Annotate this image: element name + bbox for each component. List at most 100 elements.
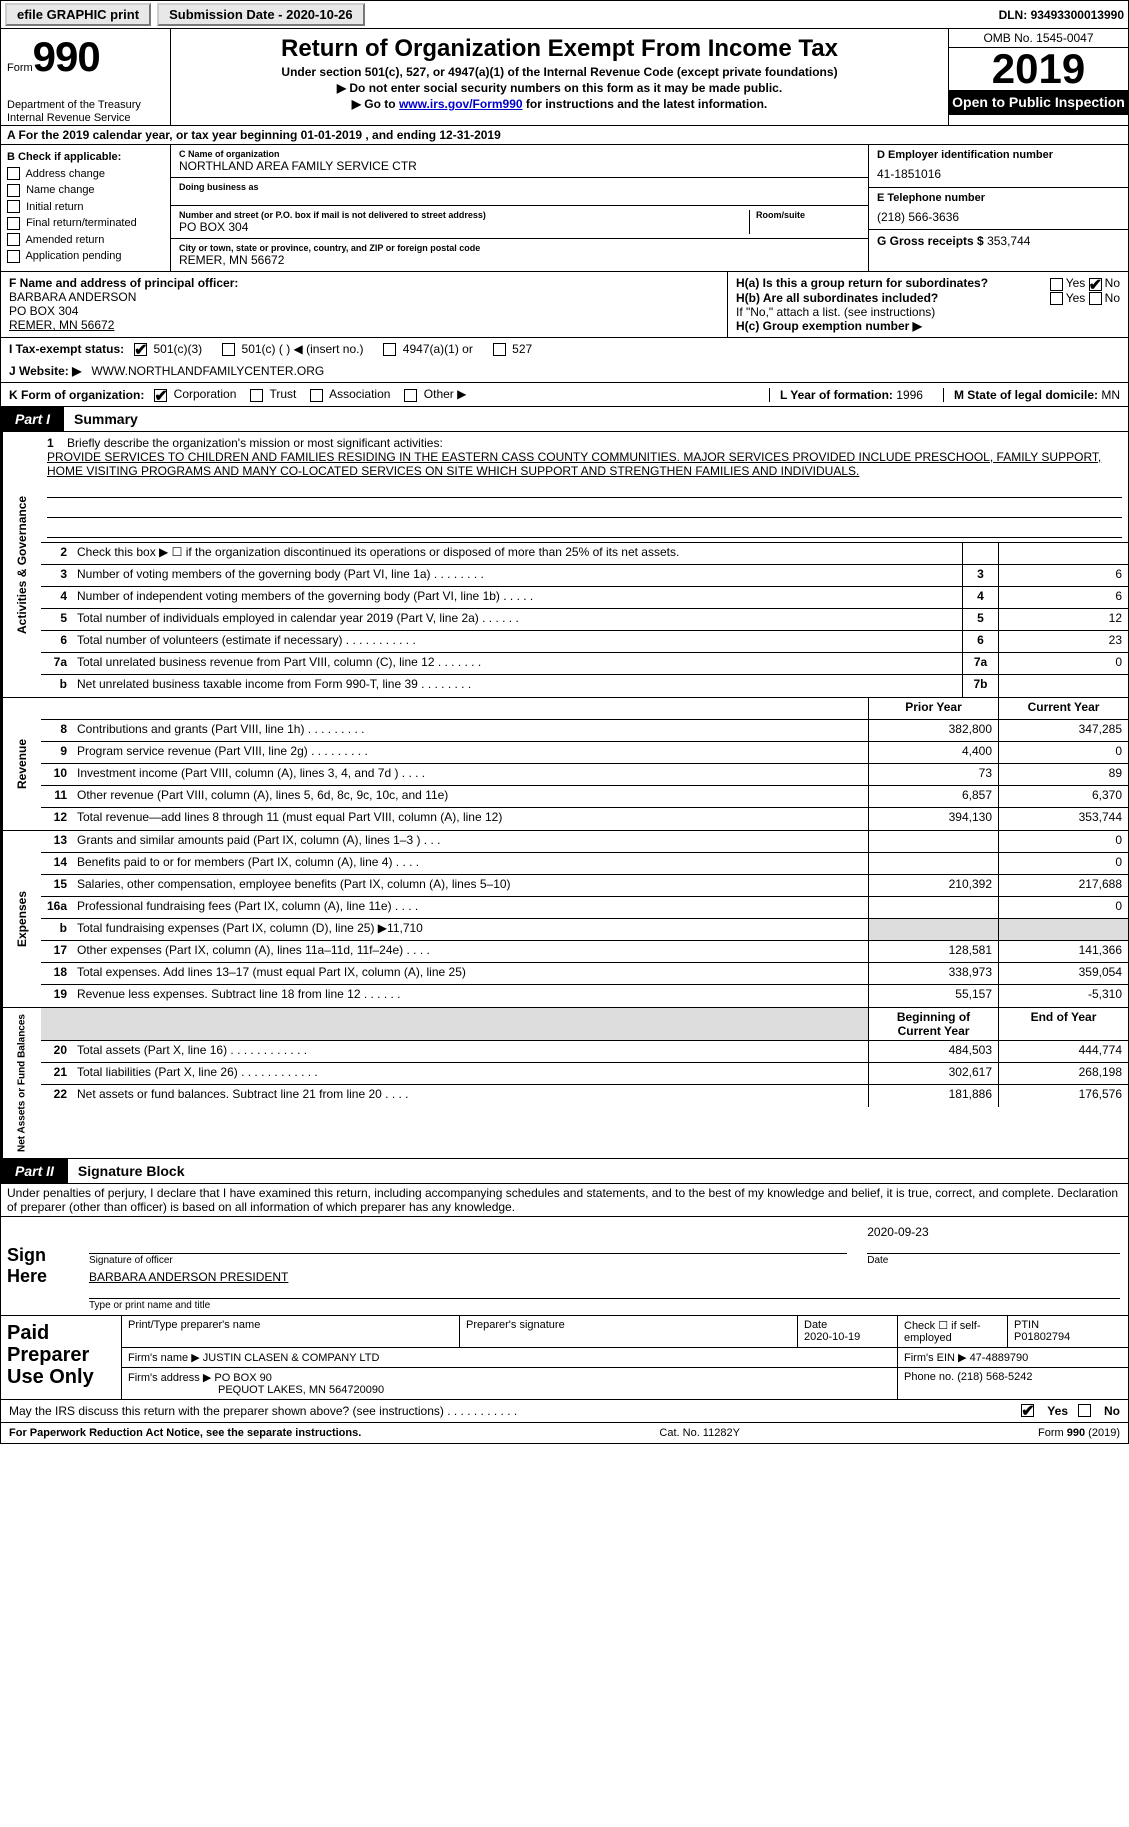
row-num: 13 — [41, 831, 71, 852]
net-header-row: Beginning of Current Year End of Year — [41, 1008, 1128, 1041]
gross-cell: G Gross receipts $ 353,744 — [869, 230, 1128, 271]
tax-status-checkbox[interactable] — [383, 343, 396, 356]
governance-row: b Net unrelated business taxable income … — [41, 675, 1128, 697]
sign-here-label: Sign Here — [1, 1217, 81, 1315]
current-value: 6,370 — [998, 786, 1128, 807]
blank — [71, 1008, 868, 1040]
row-num: 12 — [41, 808, 71, 830]
dept-irs: Internal Revenue Service — [7, 112, 164, 125]
ein-value: 41-1851016 — [877, 167, 1120, 181]
efile-button[interactable]: efile GRAPHIC print — [5, 3, 151, 26]
irs-link[interactable]: www.irs.gov/Form990 — [399, 97, 523, 111]
governance-row: 7a Total unrelated business revenue from… — [41, 653, 1128, 675]
hb-yes: Yes — [1066, 291, 1086, 305]
row-num: b — [41, 675, 71, 697]
boxb-checkbox[interactable] — [7, 200, 20, 213]
sig-date-label: Date — [867, 1253, 1120, 1266]
header-right: OMB No. 1545-0047 2019 Open to Public In… — [948, 29, 1128, 125]
note-goto: ▶ Go to www.irs.gov/Form990 for instruct… — [179, 97, 940, 111]
q1-num: 1 — [47, 436, 54, 450]
row-box — [962, 543, 998, 564]
form-org-checkbox[interactable] — [404, 389, 417, 402]
dln-value: 93493300013990 — [1031, 8, 1124, 22]
governance-row: 3 Number of voting members of the govern… — [41, 565, 1128, 587]
row-box: 6 — [962, 631, 998, 652]
boxb-checkbox[interactable] — [7, 167, 20, 180]
form-title: Return of Organization Exempt From Incom… — [179, 35, 940, 63]
state-domicile-label: M State of legal domicile: — [954, 388, 1101, 402]
expense-row: 13 Grants and similar amounts paid (Part… — [41, 831, 1128, 853]
ha-yes-checkbox[interactable] — [1050, 278, 1063, 291]
tax-status-checkbox[interactable] — [222, 343, 235, 356]
discuss-row: May the IRS discuss this return with the… — [0, 1400, 1129, 1423]
form-org-checkbox[interactable] — [154, 389, 167, 402]
form-org-checkbox[interactable] — [250, 389, 263, 402]
footer-left: For Paperwork Reduction Act Notice, see … — [9, 1427, 361, 1439]
row-num: 21 — [41, 1063, 71, 1084]
row-desc: Other expenses (Part IX, column (A), lin… — [71, 941, 868, 962]
row-desc: Program service revenue (Part VIII, line… — [71, 742, 868, 763]
row-desc: Salaries, other compensation, employee b… — [71, 875, 868, 896]
boxb-checkbox[interactable] — [7, 233, 20, 246]
preparer-row-3: Firm's address ▶ PO BOX 90 PEQUOT LAKES,… — [121, 1368, 1128, 1399]
current-value: 89 — [998, 764, 1128, 785]
firm-name: JUSTIN CLASEN & COMPANY LTD — [203, 1352, 380, 1364]
paid-preparer-label: Paid Preparer Use Only — [1, 1316, 121, 1399]
boxb-checkbox[interactable] — [7, 184, 20, 197]
part-2-header: Part II Signature Block — [0, 1159, 1129, 1184]
prior-value: 394,130 — [868, 808, 998, 830]
boxb-checkbox[interactable] — [7, 217, 20, 230]
expense-row: 16a Professional fundraising fees (Part … — [41, 897, 1128, 919]
officer-addr2: REMER, MN 56672 — [9, 318, 719, 332]
discuss-yes-checkbox[interactable] — [1021, 1404, 1034, 1417]
hb-no-checkbox[interactable] — [1089, 292, 1102, 305]
net-assets-section: Net Assets or Fund Balances Beginning of… — [0, 1008, 1129, 1159]
row-desc: Investment income (Part VIII, column (A)… — [71, 764, 868, 785]
form-org-checkbox[interactable] — [310, 389, 323, 402]
governance-body: 1 Briefly describe the organization's mi… — [41, 432, 1128, 697]
current-value: 0 — [998, 897, 1128, 918]
ptin-label: PTIN — [1014, 1319, 1122, 1331]
firm-phone: (218) 568-5242 — [957, 1371, 1032, 1383]
boxb-checkbox[interactable] — [7, 250, 20, 263]
row-desc: Professional fundraising fees (Part IX, … — [71, 897, 868, 918]
address-value: PO BOX 304 — [179, 220, 248, 234]
preparer-row-1: Print/Type preparer's name Preparer's si… — [121, 1316, 1128, 1348]
expense-row: 15 Salaries, other compensation, employe… — [41, 875, 1128, 897]
current-year-header: Current Year — [998, 698, 1128, 719]
tax-status-checkbox[interactable] — [134, 343, 147, 356]
prior-value: 210,392 — [868, 875, 998, 896]
telephone-cell: E Telephone number (218) 566-3636 — [869, 188, 1128, 230]
part-2-title: Signature Block — [68, 1159, 195, 1183]
firm-addr2: PEQUOT LAKES, MN 564720090 — [128, 1384, 891, 1396]
row-value: 23 — [998, 631, 1128, 652]
city-cell: City or town, state or province, country… — [171, 239, 868, 271]
row-k: K Form of organization: Corporation Trus… — [0, 383, 1129, 406]
current-value: 141,366 — [998, 941, 1128, 962]
row-desc: Total unrelated business revenue from Pa… — [71, 653, 962, 674]
q1-body: PROVIDE SERVICES TO CHILDREN AND FAMILIE… — [47, 450, 1101, 478]
submission-button[interactable]: Submission Date - 2020-10-26 — [157, 3, 365, 26]
preparer-row-2: Firm's name ▶ JUSTIN CLASEN & COMPANY LT… — [121, 1348, 1128, 1368]
box-d: D Employer identification number 41-1851… — [868, 145, 1128, 271]
row-desc: Total revenue—add lines 8 through 11 (mu… — [71, 808, 868, 830]
row-desc: Total fundraising expenses (Part IX, col… — [71, 919, 868, 940]
sign-here-body: Signature of officer 2020-09-23 Date BAR… — [81, 1217, 1128, 1315]
firm-ein: 47-4889790 — [970, 1352, 1029, 1364]
sig-name-label: Type or print name and title — [89, 1298, 1120, 1311]
hb-yes-checkbox[interactable] — [1050, 292, 1063, 305]
end-year-header: End of Year — [998, 1008, 1128, 1040]
q1-text: Briefly describe the organization's miss… — [67, 436, 443, 450]
current-value: 0 — [998, 853, 1128, 874]
footer-right: Form 990 (2019) — [1038, 1427, 1120, 1439]
box-b-header: B Check if applicable: — [7, 149, 164, 166]
row-num: 22 — [41, 1085, 71, 1107]
box-h: H(a) Is this a group return for subordin… — [728, 272, 1128, 337]
year-formation-label: L Year of formation: — [780, 388, 896, 402]
tax-status-checkbox[interactable] — [493, 343, 506, 356]
telephone-label: E Telephone number — [877, 192, 1120, 204]
discuss-no-checkbox[interactable] — [1078, 1404, 1091, 1417]
ha-no-checkbox[interactable] — [1089, 278, 1102, 291]
row-desc: Check this box ▶ ☐ if the organization d… — [71, 543, 962, 564]
blank — [41, 1008, 71, 1040]
